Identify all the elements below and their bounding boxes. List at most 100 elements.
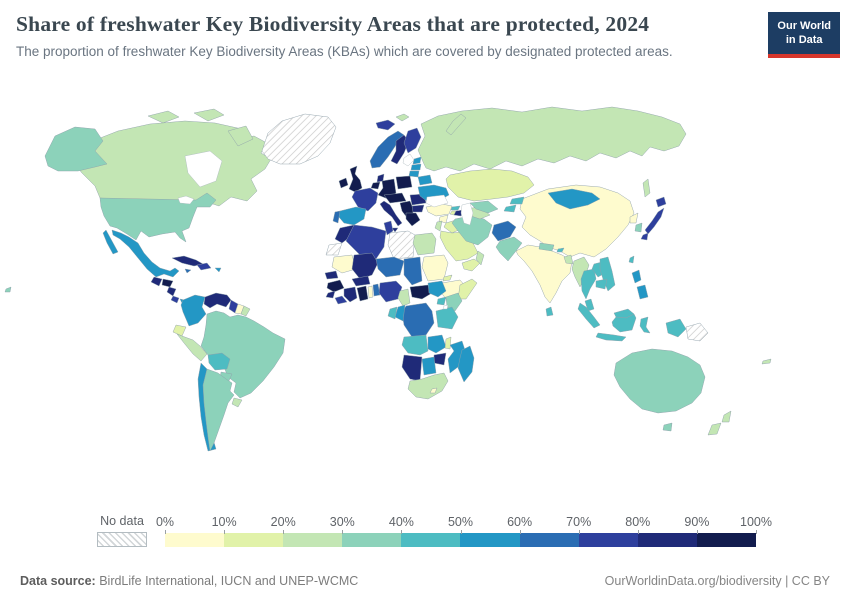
country-ireland[interactable] [338, 177, 349, 189]
country-italy-sicily[interactable] [391, 227, 399, 233]
country-australia[interactable] [613, 348, 706, 414]
country-libya[interactable] [387, 230, 416, 260]
country-argentina[interactable] [202, 368, 235, 452]
country-cambodia[interactable] [595, 278, 608, 290]
country-spain[interactable] [337, 206, 367, 226]
country-colombia[interactable] [180, 294, 207, 327]
country-venezuela[interactable] [203, 292, 232, 309]
country-south-sudan[interactable] [427, 280, 447, 298]
legend-color-segment[interactable] [401, 533, 461, 547]
country-russia-sakhalin[interactable] [642, 178, 651, 198]
country-russia[interactable] [417, 106, 687, 172]
legend-color-segment[interactable] [224, 533, 284, 547]
country-tajikistan[interactable] [503, 204, 517, 213]
country-canada-arctic-1[interactable] [147, 110, 180, 124]
country-lithuania[interactable] [408, 170, 420, 178]
legend-color-segment[interactable] [283, 533, 343, 547]
attribution-link[interactable]: OurWorldinData.org/biodiversity | CC BY [604, 574, 830, 588]
country-mexico[interactable] [111, 229, 180, 278]
country-central-african-republic[interactable] [409, 284, 433, 300]
country-ghana[interactable] [356, 285, 369, 302]
country-united-states[interactable] [99, 192, 217, 243]
country-bolivia[interactable] [207, 352, 231, 371]
country-japan-hokkaido[interactable] [655, 196, 667, 208]
country-costa-rica[interactable] [170, 295, 180, 304]
country-bulgaria[interactable] [411, 204, 425, 213]
legend-color-segment[interactable] [637, 533, 697, 547]
country-indonesia-west-papua[interactable] [665, 318, 687, 338]
legend-color-segment[interactable] [519, 533, 579, 547]
country-guatemala[interactable] [150, 276, 163, 287]
country-lesotho[interactable] [429, 387, 438, 394]
country-india[interactable] [515, 244, 573, 304]
country-canada-baffin[interactable] [227, 125, 254, 147]
country-kazakhstan[interactable] [445, 168, 535, 202]
country-cameroon[interactable] [397, 288, 411, 307]
country-tanzania[interactable] [435, 306, 459, 330]
legend-color-segment[interactable] [696, 533, 756, 547]
country-estonia[interactable] [412, 156, 422, 165]
country-pakistan[interactable] [495, 236, 523, 262]
country-eritrea[interactable] [442, 274, 453, 282]
country-austria-central-europe[interactable] [383, 192, 407, 204]
country-sri-lanka[interactable] [545, 306, 554, 317]
country-papua-new-guinea[interactable] [685, 322, 709, 342]
country-oman[interactable] [475, 250, 485, 266]
country-new-zealand-south[interactable] [707, 422, 722, 436]
country-thailand[interactable] [580, 268, 597, 300]
country-uruguay[interactable] [231, 397, 243, 408]
country-afghanistan[interactable] [491, 220, 517, 242]
country-tunisia[interactable] [383, 220, 394, 236]
country-russia-novaya-zemlya[interactable] [445, 113, 467, 136]
country-portugal[interactable] [332, 210, 341, 224]
country-malawi[interactable] [444, 336, 452, 350]
country-netherlands[interactable] [370, 181, 381, 190]
country-niger[interactable] [375, 256, 405, 278]
country-angola[interactable] [401, 334, 429, 356]
country-nicaragua[interactable] [166, 286, 177, 297]
owid-logo[interactable]: Our World in Data [768, 12, 840, 58]
country-togo[interactable] [367, 285, 374, 299]
country-taiwan[interactable] [628, 255, 635, 264]
country-liberia[interactable] [334, 295, 348, 305]
country-new-zealand-north[interactable] [721, 410, 732, 423]
country-indonesia-sulawesi[interactable] [639, 316, 651, 334]
country-greece[interactable] [405, 212, 421, 227]
country-japan-honshu[interactable] [644, 207, 665, 235]
country-greenland[interactable] [261, 113, 337, 165]
country-south-africa[interactable] [407, 372, 449, 400]
country-indonesia-java[interactable] [595, 332, 627, 342]
country-finland[interactable] [403, 127, 422, 154]
country-united-kingdom[interactable] [348, 165, 363, 193]
country-mozambique[interactable] [447, 340, 467, 374]
country-georgia[interactable] [450, 205, 461, 211]
country-dominican-republic[interactable] [196, 262, 212, 271]
country-jordan[interactable] [434, 220, 443, 232]
country-french-guiana[interactable] [240, 305, 251, 317]
country-mauritania[interactable] [331, 254, 357, 274]
country-svalbard[interactable] [395, 113, 410, 122]
country-nigeria[interactable] [378, 280, 403, 303]
country-dr-congo[interactable] [401, 302, 435, 338]
country-belarus[interactable] [417, 174, 433, 186]
country-honduras[interactable] [161, 278, 174, 288]
country-philippines-mindanao[interactable] [636, 284, 649, 300]
country-benin[interactable] [372, 283, 381, 297]
country-alaska[interactable] [44, 126, 108, 172]
country-mongolia[interactable] [547, 188, 601, 210]
no-data-swatch[interactable] [97, 532, 147, 547]
country-latvia[interactable] [410, 163, 422, 171]
country-jamaica[interactable] [184, 268, 192, 274]
country-philippines-luzon[interactable] [631, 269, 642, 284]
legend-color-segment[interactable] [460, 533, 520, 547]
country-senegal[interactable] [324, 270, 339, 280]
country-france[interactable] [351, 187, 379, 212]
legend-color-segment[interactable] [165, 533, 225, 547]
country-puerto-rico[interactable] [214, 267, 222, 273]
country-vietnam[interactable] [599, 256, 616, 292]
country-south-korea[interactable] [634, 222, 643, 233]
country-canada-arctic-2[interactable] [193, 108, 225, 122]
country-canada[interactable] [71, 120, 272, 209]
country-cote-divoire[interactable] [343, 286, 358, 303]
country-indonesia-borneo[interactable] [611, 313, 637, 333]
